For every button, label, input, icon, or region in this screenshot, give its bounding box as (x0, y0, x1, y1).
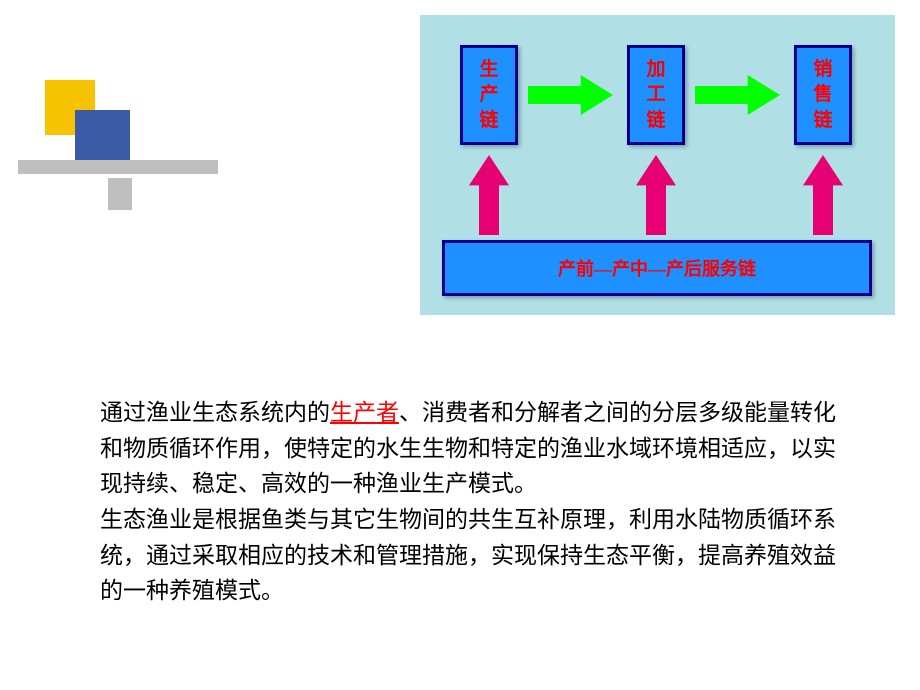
node-sales: 销 售 链 (794, 45, 852, 145)
arrow-right-prod-proc (528, 75, 613, 115)
decor-gray (108, 178, 132, 210)
chain-diagram: 生 产 链 加 工 链 销 售 链产前—产中—产后服务链 (420, 15, 895, 315)
arrow-right-proc-sales (695, 75, 780, 115)
decor-gray (18, 160, 218, 174)
arrow-up-prod (469, 155, 509, 235)
body-paragraph: 通过渔业生态系统内的生产者、消费者和分解者之间的分层多级能量转化和物质循环作用，… (100, 395, 840, 609)
node-prod: 生 产 链 (460, 45, 518, 145)
para1-pre: 通过渔业生态系统内的 (100, 400, 330, 425)
node-service: 产前—产中—产后服务链 (442, 240, 872, 296)
para2: 生态渔业是根据鱼类与其它生物间的共生互补原理，利用水陆物质循环系统，通过采取相应… (100, 507, 836, 603)
arrow-up-sales (803, 155, 843, 235)
node-proc: 加 工 链 (627, 45, 685, 145)
arrow-up-proc (636, 155, 676, 235)
keyword-producer[interactable]: 生产者 (330, 400, 399, 425)
